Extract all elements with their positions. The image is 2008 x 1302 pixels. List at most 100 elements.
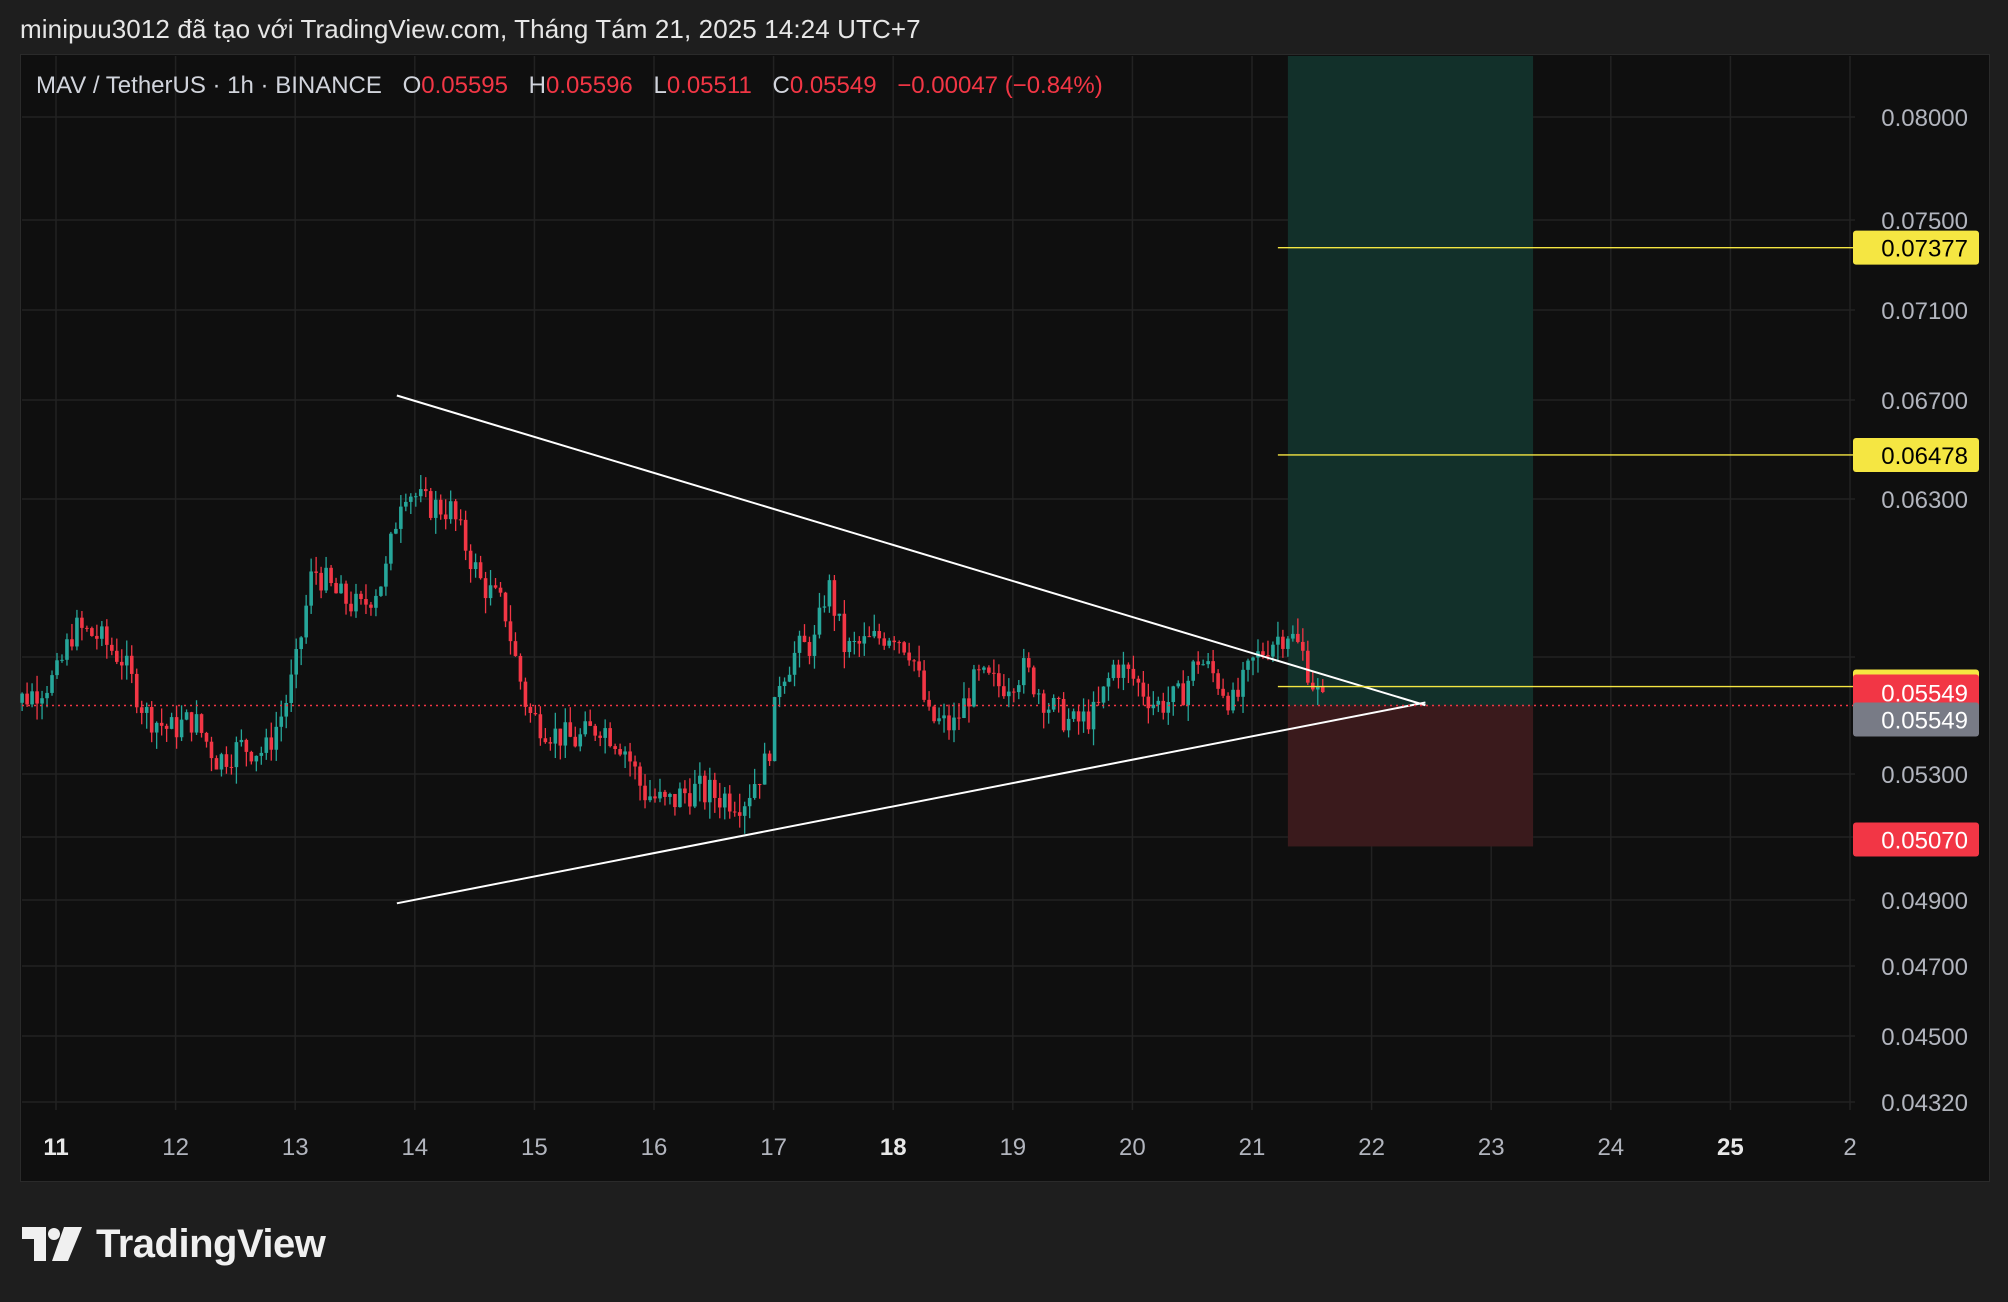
candle-body (159, 722, 164, 726)
chart-frame[interactable] (20, 54, 1990, 1182)
candle-body (443, 514, 448, 520)
candle-body (394, 528, 398, 534)
candle-body (1121, 664, 1126, 678)
candle-body (892, 640, 896, 643)
candle-body (712, 779, 717, 798)
candle-body (802, 635, 807, 643)
candle-body (722, 793, 727, 808)
stop-zone[interactable] (1287, 705, 1534, 847)
candle-body (708, 779, 712, 803)
candle-body (359, 593, 363, 600)
candle-body (902, 642, 906, 653)
y-axis-tick-label: 0.04700 (1881, 954, 1968, 981)
trendline-lower[interactable] (396, 701, 1426, 905)
candle-body (1231, 689, 1235, 711)
candle-body (767, 753, 772, 762)
candle-body (952, 717, 956, 731)
candle-body (937, 718, 941, 722)
candles[interactable] (0, 475, 1325, 834)
candle-body (483, 578, 488, 599)
candle-body (1176, 683, 1181, 687)
price-label-box[interactable] (1853, 822, 1979, 857)
open-label: O (402, 72, 422, 99)
candle-body (1246, 660, 1250, 670)
candle-body (812, 634, 817, 656)
candle-body (1276, 636, 1280, 645)
candle-body (169, 717, 174, 729)
candle-body (847, 640, 852, 653)
candle-body (498, 587, 503, 593)
candle-body (608, 728, 612, 747)
candle-body (5, 706, 9, 712)
candle-body (872, 631, 877, 637)
candle-body (1306, 650, 1310, 683)
tradingview-logo[interactable]: TradingView (22, 1221, 326, 1266)
candle-body (423, 489, 428, 492)
candle-body (997, 673, 1001, 687)
candle-body (857, 640, 862, 644)
candle-body (1136, 678, 1141, 683)
x-axis-tick-label: 20 (1119, 1134, 1146, 1161)
candle-body (947, 715, 951, 731)
y-axis-tick-label: 0.06700 (1881, 388, 1968, 415)
price-label-box[interactable] (1853, 702, 1979, 737)
candle-body (1186, 680, 1191, 706)
high-label: H (528, 72, 547, 99)
trendline-upper[interactable] (396, 394, 1426, 707)
price-label-box[interactable] (1853, 437, 1979, 472)
candle-body (1056, 697, 1061, 699)
candle-body (1076, 711, 1081, 722)
candle-body (772, 697, 777, 762)
candle-body (75, 617, 79, 647)
y-axis-tick-label: 0.07500 (1881, 208, 1968, 235)
candle-body (827, 580, 832, 607)
candle-body (807, 642, 812, 656)
candle-body (30, 691, 34, 705)
price-label-box[interactable] (1853, 230, 1979, 265)
candle-body (598, 735, 602, 738)
candle-body (184, 712, 189, 720)
candle-body (65, 639, 69, 660)
candle-body (334, 583, 338, 594)
candle-body (448, 501, 453, 520)
candle-body (1007, 691, 1011, 697)
x-axis-tick-label: 13 (282, 1134, 309, 1161)
candle-body (558, 728, 563, 746)
candle-body (1226, 695, 1230, 711)
candle-body (199, 714, 204, 733)
candle-body (842, 613, 847, 653)
candle-body (797, 635, 802, 653)
candle-body (134, 673, 139, 708)
candle-body (563, 722, 568, 746)
candle-body (409, 496, 413, 502)
candle-body (1091, 701, 1096, 730)
price-label: 0.05070 (1881, 827, 1968, 854)
tradingview-logo-icon (22, 1227, 82, 1261)
candle-body (1251, 657, 1255, 661)
candle-body (0, 705, 4, 706)
candle-body (354, 593, 358, 612)
candle-body (528, 706, 533, 714)
candle-body (742, 806, 747, 816)
candle-body (1156, 700, 1161, 705)
candle-body (962, 698, 966, 719)
tradingview-wordmark: TradingView (96, 1221, 326, 1266)
candle-body (678, 788, 682, 808)
symbol-info[interactable]: MAV / TetherUS · 1h · BINANCE (36, 72, 382, 99)
x-axis-tick-label: 14 (401, 1134, 428, 1161)
target-zone[interactable] (1287, 56, 1534, 706)
change-value: −0.00047 (−0.84%) (897, 72, 1103, 99)
candle-body (623, 751, 627, 755)
candle-body (399, 506, 403, 529)
candle-body (648, 796, 652, 801)
candle-body (987, 667, 991, 673)
candle-body (329, 567, 333, 584)
candle-body (473, 562, 478, 570)
x-axis-tick-label: 25 (1717, 1134, 1744, 1161)
candle-body (1261, 651, 1265, 656)
candle-body (633, 761, 637, 767)
candle-body (942, 715, 946, 719)
candle-body (304, 605, 308, 638)
candle-body (698, 775, 702, 784)
